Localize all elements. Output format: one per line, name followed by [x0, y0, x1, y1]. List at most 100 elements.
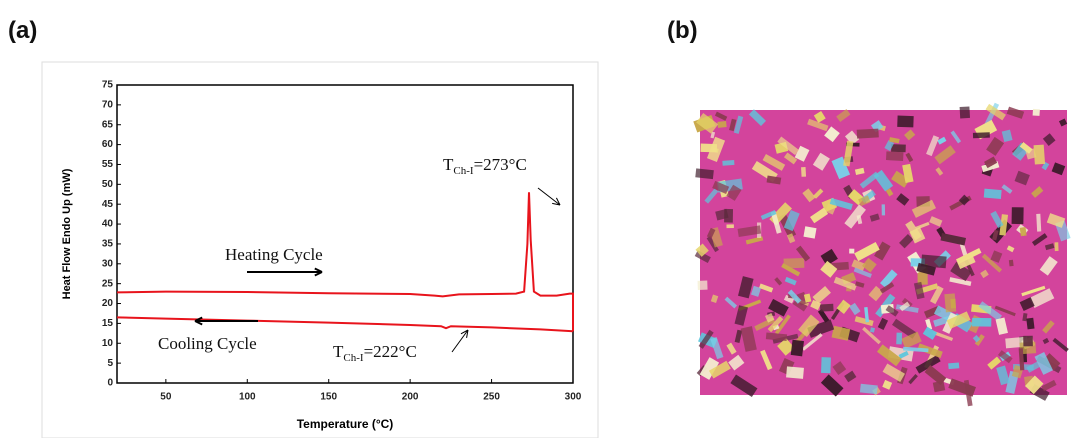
- crystal: [836, 108, 851, 122]
- crystal: [1023, 335, 1033, 347]
- crystal: [1051, 162, 1066, 176]
- crystal: [994, 305, 1016, 317]
- crystal: [722, 159, 735, 166]
- crystal: [990, 250, 1003, 263]
- crystal: [955, 248, 982, 265]
- annotation-value: =222°C: [364, 342, 417, 361]
- crystal: [706, 236, 719, 253]
- crystal: [853, 267, 872, 278]
- crystal: [992, 229, 999, 241]
- y-tick-label: 45: [102, 199, 114, 210]
- crystal: [783, 257, 805, 269]
- crystal: [885, 188, 894, 197]
- crystal: [1014, 170, 1030, 186]
- crystal: [869, 213, 880, 222]
- crystal: [1042, 353, 1061, 371]
- x-tick-label: 150: [320, 392, 337, 403]
- panel-label: (b): [667, 17, 698, 44]
- crystal: [1052, 337, 1069, 353]
- crystal: [1033, 144, 1046, 165]
- crystal: [777, 338, 795, 356]
- y-tick-label: 55: [102, 159, 114, 170]
- crystal: [859, 171, 880, 189]
- crystal: [831, 325, 851, 341]
- crystal: [745, 236, 764, 245]
- arrow-head: [194, 316, 203, 326]
- crystal: [833, 276, 857, 291]
- crystal: [1041, 161, 1050, 171]
- crystal: [813, 110, 826, 123]
- crystal: [819, 303, 834, 312]
- annotation-subscript: Ch-I: [343, 352, 364, 364]
- y-tick-label: 15: [102, 318, 114, 329]
- crystal: [950, 130, 962, 144]
- crystal: [1036, 213, 1042, 232]
- crystal: [820, 374, 844, 397]
- crystal: [929, 216, 943, 227]
- x-tick-label: 250: [483, 392, 500, 403]
- crystal: [896, 332, 903, 345]
- crystal: [897, 115, 914, 128]
- crystal: [698, 329, 714, 349]
- crystal: [724, 208, 734, 223]
- crystal: [733, 115, 744, 134]
- crystal: [937, 136, 947, 145]
- crystal: [925, 318, 933, 331]
- crystal: [949, 277, 972, 287]
- crystal: [996, 365, 1010, 386]
- crystal: [901, 331, 922, 349]
- crystal: [843, 140, 854, 167]
- crystal: [813, 188, 824, 199]
- x-tick-label: 100: [239, 392, 256, 403]
- crystal: [999, 214, 1009, 236]
- crystal: [704, 188, 719, 204]
- panel-label: (a): [8, 17, 37, 44]
- crystal: [958, 194, 970, 206]
- crystal: [987, 356, 1002, 370]
- crystal: [1022, 313, 1028, 322]
- crystal: [902, 163, 914, 183]
- crystal: [948, 362, 960, 370]
- crystal: [932, 330, 954, 342]
- crystal: [869, 327, 875, 333]
- crystal: [794, 145, 810, 162]
- crystal: [726, 342, 737, 355]
- crystal: [1025, 375, 1044, 395]
- crystal: [899, 301, 911, 312]
- crystal: [862, 326, 881, 345]
- annotation-subscript: Ch-I: [453, 165, 474, 177]
- crystal: [781, 263, 801, 277]
- crystal: [807, 118, 829, 132]
- x-tick-label: 50: [160, 392, 172, 403]
- y-tick-label: 10: [102, 338, 114, 349]
- crystal: [1031, 186, 1044, 198]
- crystal: [854, 316, 874, 327]
- series-line: [116, 316, 574, 333]
- crystal: [706, 227, 716, 239]
- crystal: [1018, 348, 1025, 371]
- crystal: [986, 136, 1005, 156]
- crystal: [1025, 148, 1037, 160]
- crystal: [765, 332, 788, 341]
- crystal: [990, 210, 1004, 228]
- crystal: [932, 380, 946, 393]
- crystal: [783, 210, 800, 232]
- crystal: [783, 294, 795, 304]
- crystal: [1019, 297, 1035, 311]
- crystal: [983, 188, 1002, 200]
- crystal: [944, 293, 957, 313]
- crystal: [905, 152, 914, 163]
- annotation: TCh-I=222°C: [333, 342, 417, 364]
- crystal: [913, 281, 925, 300]
- crystal: [972, 132, 990, 139]
- crystal: [935, 167, 944, 176]
- y-tick-label: 70: [102, 100, 114, 111]
- crystal: [909, 227, 926, 244]
- crystal: [1054, 242, 1059, 252]
- crystal: [902, 346, 929, 353]
- crystal: [911, 199, 937, 218]
- crystal: [774, 314, 791, 335]
- crystal: [1042, 337, 1050, 345]
- crystal: [920, 254, 947, 269]
